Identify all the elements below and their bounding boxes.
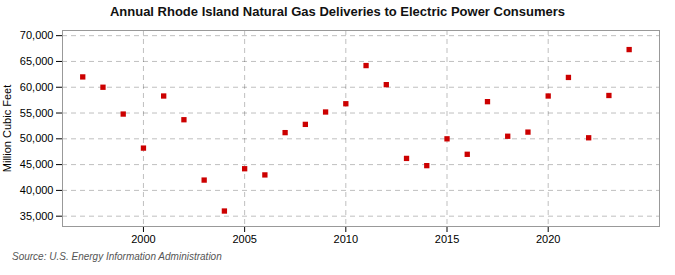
svg-text:2010: 2010 [334,233,358,245]
svg-text:2020: 2020 [536,233,560,245]
svg-text:40,000: 40,000 [20,184,54,196]
svg-text:Million Cubic Feet: Million Cubic Feet [1,85,13,172]
svg-text:50,000: 50,000 [20,132,54,144]
svg-text:45,000: 45,000 [20,158,54,170]
svg-text:60,000: 60,000 [20,81,54,93]
svg-text:2005: 2005 [232,233,256,245]
svg-text:35,000: 35,000 [20,210,54,222]
svg-text:2015: 2015 [435,233,459,245]
html-text:Source: U.S. Energy Informatio: Source: U.S. Energy Information Administ… [12,251,222,262]
svg-text:70,000: 70,000 [20,29,54,41]
svg-text:65,000: 65,000 [20,55,54,67]
svg-text:55,000: 55,000 [20,107,54,119]
svg-text:2000: 2000 [131,233,155,245]
html-text:Annual Rhode Island Natural Ga: Annual Rhode Island Natural Gas Deliveri… [109,4,566,19]
